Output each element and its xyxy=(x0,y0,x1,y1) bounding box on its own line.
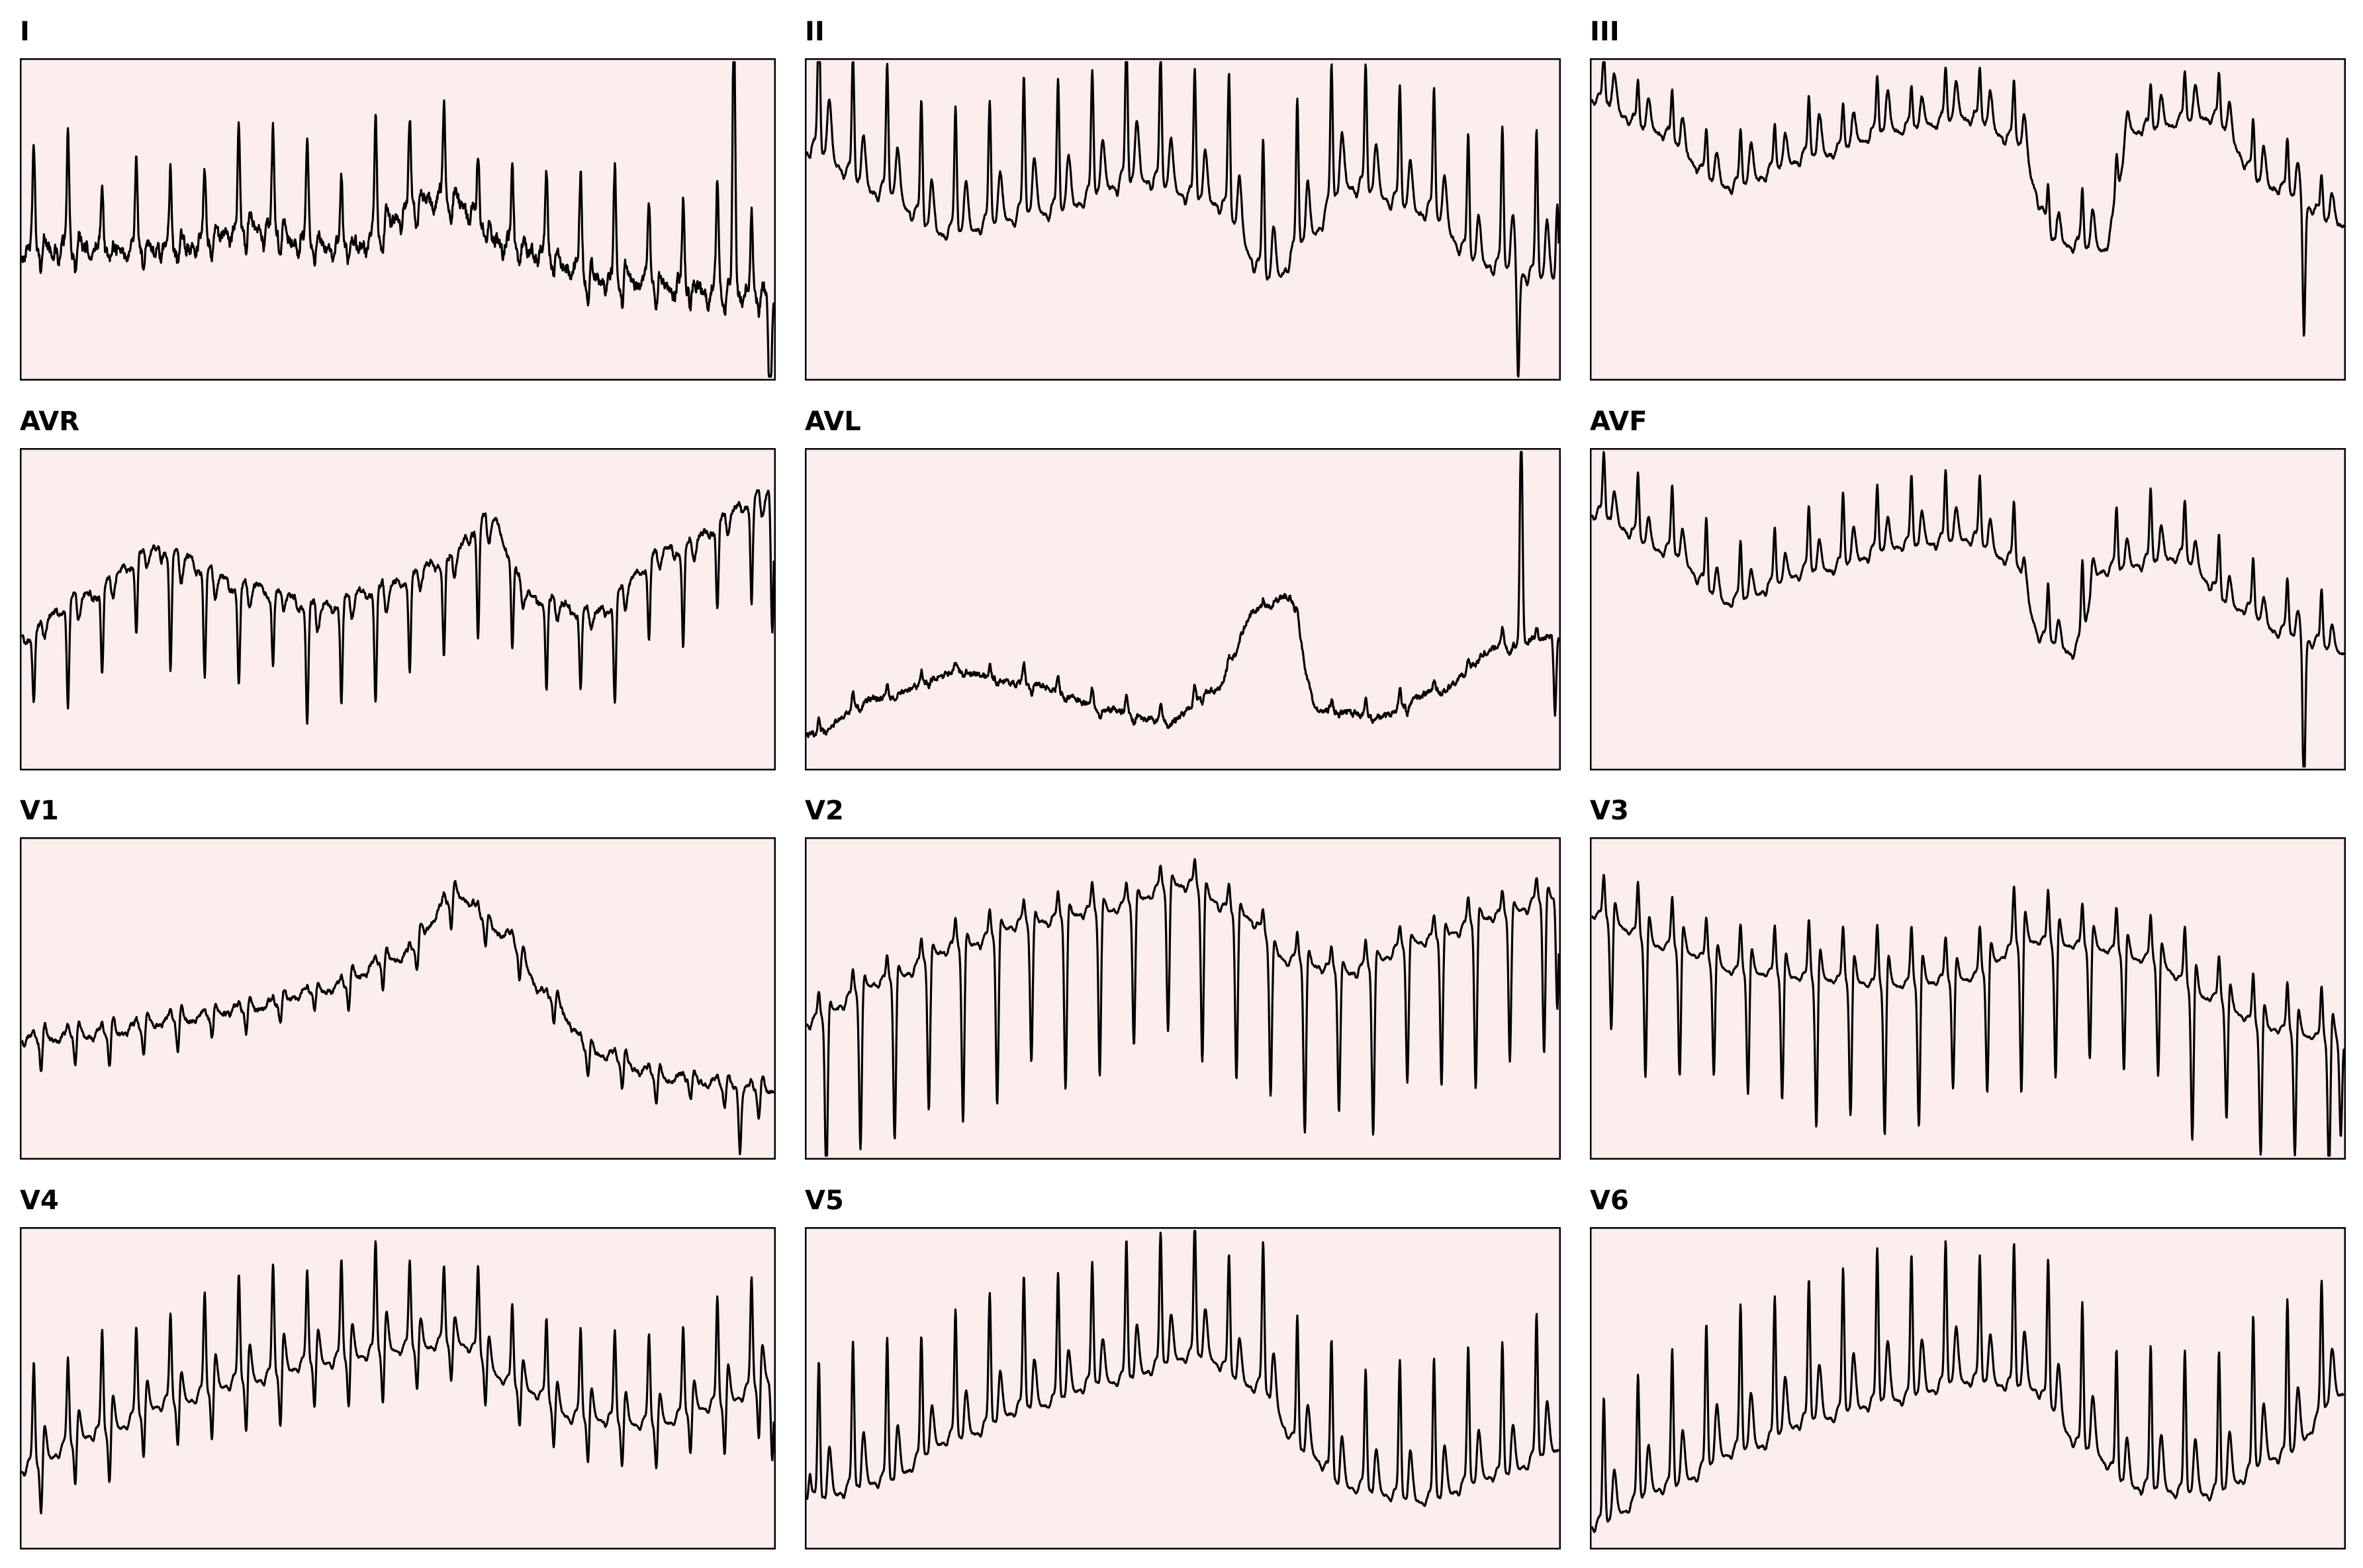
ecg-trace-v6 xyxy=(1591,1240,2345,1534)
ecg-trace-v4 xyxy=(21,1240,775,1514)
lead-plot-v3 xyxy=(1590,837,2346,1160)
plot-frame xyxy=(1590,1227,2346,1549)
lead-panel-avr xyxy=(20,448,776,770)
ecg-trace-v5 xyxy=(806,1230,1559,1507)
lead-plot-i xyxy=(20,58,776,381)
lead-title-i: I xyxy=(20,17,30,47)
lead-title-avf: AVF xyxy=(1590,406,1647,437)
lead-plot-avr xyxy=(20,448,776,770)
ecg-trace-iii xyxy=(1591,61,2345,337)
lead-panel-avl xyxy=(805,448,1561,770)
lead-panel-v1 xyxy=(20,837,776,1160)
plot-frame xyxy=(805,1227,1561,1549)
plot-frame xyxy=(20,837,776,1160)
lead-plot-v6 xyxy=(1590,1227,2346,1549)
lead-plot-iii xyxy=(1590,58,2346,381)
lead-panel-v3 xyxy=(1590,837,2346,1160)
lead-panel-i xyxy=(20,58,776,381)
lead-plot-v5 xyxy=(805,1227,1561,1549)
ecg-trace-ii xyxy=(806,61,1560,378)
ecg-trace-avf xyxy=(1591,451,2345,768)
plot-frame xyxy=(1590,58,2346,381)
ecg-trace-i xyxy=(21,61,775,378)
lead-title-avl: AVL xyxy=(805,406,861,437)
ecg-trace-v2 xyxy=(806,858,1560,1157)
lead-title-v4: V4 xyxy=(20,1185,59,1216)
lead-title-iii: III xyxy=(1590,17,1620,47)
lead-plot-v4 xyxy=(20,1227,776,1549)
lead-plot-v2 xyxy=(805,837,1561,1160)
plot-frame xyxy=(20,448,776,770)
lead-plot-v1 xyxy=(20,837,776,1160)
lead-title-ii: II xyxy=(805,17,825,47)
plot-frame xyxy=(805,448,1561,770)
lead-panel-v5 xyxy=(805,1227,1561,1549)
lead-panel-v6 xyxy=(1590,1227,2346,1549)
lead-title-avr: AVR xyxy=(20,406,79,437)
lead-plot-ii xyxy=(805,58,1561,381)
plot-frame xyxy=(1590,448,2346,770)
lead-panel-ii xyxy=(805,58,1561,381)
lead-title-v5: V5 xyxy=(805,1185,844,1216)
lead-title-v1: V1 xyxy=(20,796,59,826)
lead-title-v3: V3 xyxy=(1590,796,1629,826)
plot-frame xyxy=(805,58,1561,381)
lead-title-v2: V2 xyxy=(805,796,844,826)
lead-plot-avf xyxy=(1590,448,2346,770)
lead-title-v6: V6 xyxy=(1590,1185,1629,1216)
ecg-trace-avr xyxy=(21,489,775,725)
ecg-trace-v3 xyxy=(1591,874,2345,1157)
lead-panel-iii xyxy=(1590,58,2346,381)
lead-panel-v2 xyxy=(805,837,1561,1160)
lead-plot-avl xyxy=(805,448,1561,770)
lead-panel-v4 xyxy=(20,1227,776,1549)
ecg-trace-v1 xyxy=(21,880,775,1156)
ecg-trace-avl xyxy=(806,451,1560,739)
lead-panel-avf xyxy=(1590,448,2346,770)
